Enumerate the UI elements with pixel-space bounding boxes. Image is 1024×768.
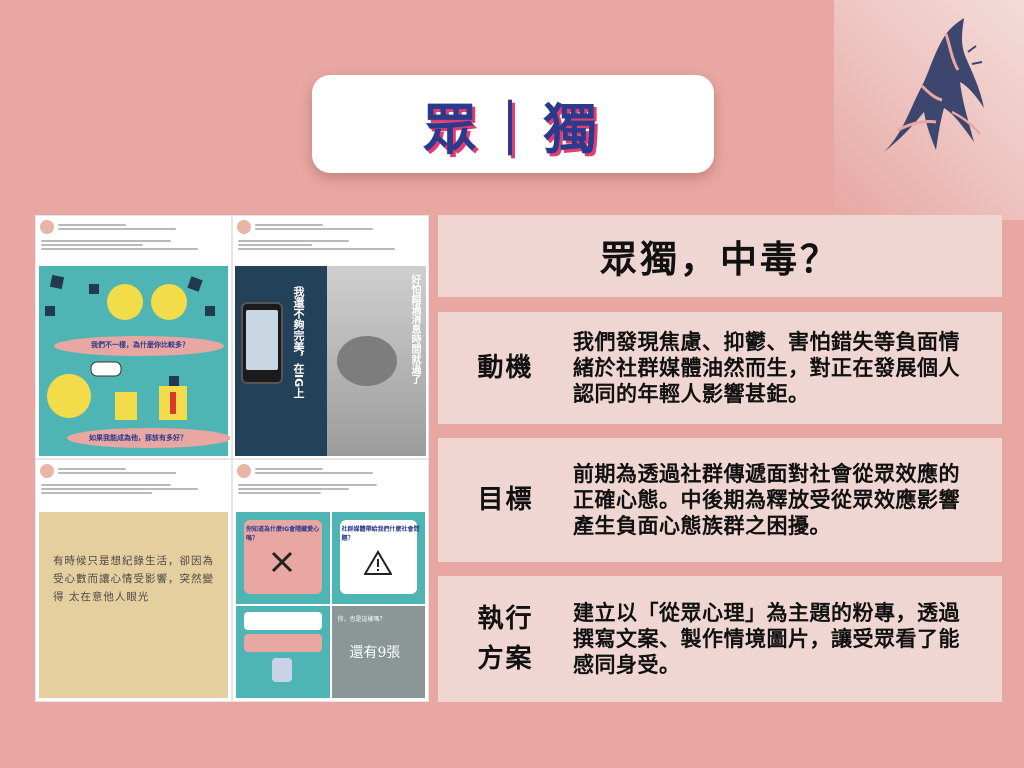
more-images-label: 還有9張 (349, 645, 401, 661)
post-header (233, 216, 428, 238)
section-heading: 眾獨，中毒？ (600, 238, 840, 281)
post-caption (36, 240, 231, 250)
row-plan: 執行方案 建立以「從眾心理」為主題的粉專，透過撰寫文案、製作情境圖片，讓受眾看了… (438, 576, 1002, 702)
header-panel: 眾獨，中毒？ (438, 215, 1002, 297)
title-card: 眾｜獨 (312, 75, 714, 173)
post-4: 你知道為什麼IG會隱藏愛心嗎？ 社群媒體帶給我們什麼社會問題？ 你，也是這樣嗎？… (232, 459, 429, 702)
mountain-logo-icon (884, 18, 984, 152)
avatar (40, 220, 54, 234)
photo-panel-text: 好怕錯過消息時間就過了 (409, 274, 420, 384)
cross-icon (271, 551, 293, 573)
row-text: 前期為透過社群傳遞面對社會從眾效應的正確心態。中後期為釋放受從眾效應影響產生負面… (573, 462, 960, 538)
photo-panel: 好怕錯過消息時間就過了 (327, 266, 426, 456)
post-image-grid: 你知道為什麼IG會隱藏愛心嗎？ 社群媒體帶給我們什麼社會問題？ 你，也是這樣嗎？… (236, 512, 425, 698)
post-header (233, 460, 428, 482)
phone-panel-text: 我還不夠完美，在IG上 (292, 286, 305, 399)
phone-panel: 我還不夠完美，在IG上 (235, 266, 327, 456)
warning-icon (363, 550, 392, 575)
avatar (237, 464, 251, 478)
post-caption (233, 484, 428, 494)
post-1: 我們不一樣，為什麼你比較多？ 如果我能成為他，那該有多好？ (35, 215, 232, 459)
post-2: 我還不夠完美，在IG上 好怕錯過消息時間就過了 (232, 215, 429, 459)
bubble-text-2: 如果我能成為他，那該有多好？ (89, 434, 187, 442)
grid-tile-1: 你知道為什麼IG會隱藏愛心嗎？ (236, 512, 330, 604)
row-label: 目標 (477, 485, 534, 515)
post-image: 我們不一樣，為什麼你比較多？ 如果我能成為他，那該有多好？ (39, 266, 231, 456)
row-text: 我們發現焦慮、抑鬱、害怕錯失等負面情緒於社群媒體油然而生，對正在發展個人認同的年… (573, 330, 960, 406)
post-caption (233, 240, 428, 250)
grid-tile-3 (236, 606, 330, 698)
row-motivation: 動機 我們發現焦慮、抑鬱、害怕錯失等負面情緒於社群媒體油然而生，對正在發展個人認… (438, 312, 1002, 424)
handwritten-note: 有時候只是想紀錄生活，卻因為受心數而讓心情受影響，突然變得 太在意他人眼光 (53, 555, 214, 603)
row-goal: 目標 前期為透過社群傳遞面對社會從眾效應的正確心態。中後期為釋放受從眾效應影響產… (438, 438, 1002, 562)
tile-text-2: 社群媒體帶給我們什麼社會問題？ (341, 526, 420, 542)
tile-text-1: 你知道為什麼IG會隱藏愛心嗎？ (246, 526, 320, 542)
bubble-text-1: 我們不一樣，為什麼你比較多？ (91, 341, 189, 349)
post-3: 有時候只是想紀錄生活，卻因為受心數而讓心情受影響，突然變得 太在意他人眼光 (35, 459, 232, 702)
avatar (237, 220, 251, 234)
row-label: 動機 (477, 353, 534, 383)
post-image: 我還不夠完美，在IG上 好怕錯過消息時間就過了 (235, 266, 426, 456)
post-caption (36, 484, 231, 494)
grid-tile-2: 社群媒體帶給我們什麼社會問題？ (331, 512, 425, 604)
row-text: 建立以「從眾心理」為主題的粉專，透過撰寫文案、製作情境圖片，讓受眾看了能感同身受… (573, 601, 960, 677)
post-header (36, 216, 231, 238)
grid-tile-4: 你，也是這樣嗎？ 還有9張 (331, 606, 425, 698)
row-label: 執行方案 (477, 604, 534, 674)
post-image: 有時候只是想紀錄生活，卻因為受心數而讓心情受影響，突然變得 太在意他人眼光 (39, 512, 228, 698)
post-collage: 我們不一樣，為什麼你比較多？ 如果我能成為他，那該有多好？ 我還不夠完美，在IG… (35, 215, 429, 702)
post-header (36, 460, 231, 482)
tile-text-4a: 你，也是這樣嗎？ (337, 616, 386, 623)
avatar (40, 464, 54, 478)
page-title: 眾｜獨 (423, 97, 603, 161)
